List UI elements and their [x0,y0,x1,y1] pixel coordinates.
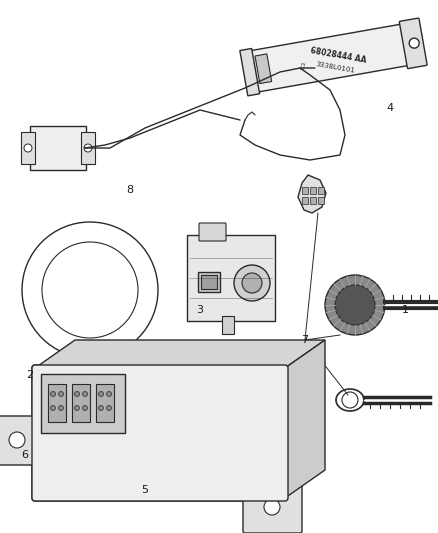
Circle shape [99,406,103,410]
Bar [96,384,114,422]
Circle shape [106,392,112,397]
Circle shape [74,406,80,410]
Text: Ⓒ: Ⓒ [299,62,305,70]
Circle shape [82,392,88,397]
Circle shape [342,392,358,408]
Circle shape [242,273,262,293]
Circle shape [99,392,103,397]
FancyBboxPatch shape [248,24,412,92]
FancyBboxPatch shape [81,132,95,164]
FancyBboxPatch shape [21,132,35,164]
Bar [318,197,324,204]
Text: 68028444 AA: 68028444 AA [309,46,367,64]
Bar [310,197,316,204]
Circle shape [22,222,158,358]
Circle shape [335,285,375,325]
Circle shape [106,406,112,410]
Bar [48,384,66,422]
Text: 3338L0101: 3338L0101 [315,61,355,74]
Bar [222,316,234,334]
Circle shape [325,275,385,335]
Bar [255,54,272,84]
Circle shape [50,392,56,397]
Circle shape [82,392,88,397]
Circle shape [59,392,64,397]
Text: 7: 7 [301,335,308,345]
Polygon shape [298,175,326,213]
Bar [198,272,220,292]
Bar [318,187,324,194]
Circle shape [50,406,56,410]
Circle shape [106,406,112,410]
FancyBboxPatch shape [199,223,226,241]
Text: 8: 8 [127,185,134,195]
Circle shape [42,242,138,338]
Circle shape [82,406,88,410]
Circle shape [74,392,80,397]
Circle shape [74,406,80,410]
FancyBboxPatch shape [32,365,288,501]
FancyBboxPatch shape [41,374,125,433]
FancyBboxPatch shape [187,235,275,321]
Polygon shape [285,340,325,498]
FancyBboxPatch shape [30,126,86,170]
Text: 2: 2 [26,370,34,380]
Circle shape [84,144,92,152]
Text: 1: 1 [402,305,409,315]
Circle shape [106,392,112,397]
Circle shape [50,406,56,410]
Bar [72,384,90,422]
Circle shape [74,392,80,397]
Circle shape [50,392,56,397]
Bar [48,384,66,422]
FancyBboxPatch shape [243,481,302,533]
Circle shape [264,499,280,515]
Bar [302,187,308,194]
FancyBboxPatch shape [32,365,288,501]
Circle shape [99,392,103,397]
Bar [310,187,316,194]
Circle shape [59,392,64,397]
Circle shape [234,265,270,301]
Bar [302,197,308,204]
Text: 3: 3 [197,305,204,315]
FancyBboxPatch shape [0,416,39,465]
FancyBboxPatch shape [399,18,427,69]
Bar [201,275,217,289]
Circle shape [9,432,25,448]
Bar [240,49,260,96]
Text: 5: 5 [141,485,148,495]
Circle shape [59,406,64,410]
FancyBboxPatch shape [41,374,125,433]
Circle shape [82,406,88,410]
Circle shape [99,406,103,410]
Polygon shape [35,340,325,368]
Text: 6: 6 [21,450,28,460]
Circle shape [24,144,32,152]
Circle shape [409,38,419,48]
Text: 4: 4 [386,103,394,113]
Circle shape [59,406,64,410]
Bar [96,384,114,422]
Bar [72,384,90,422]
